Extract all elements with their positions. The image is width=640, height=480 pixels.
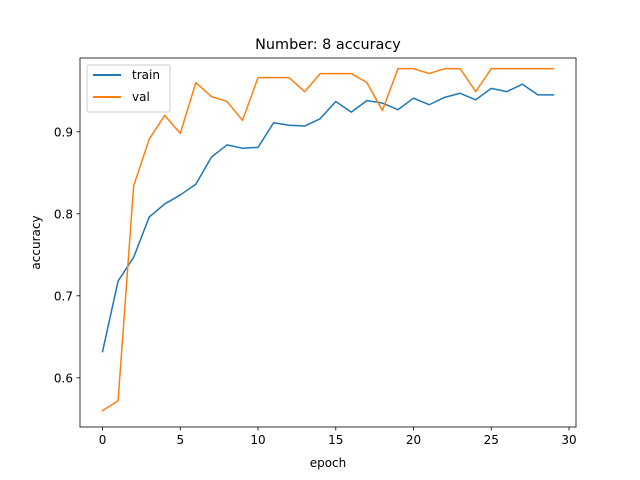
data-point-val [179,132,181,135]
x-tick-label: 10 [250,433,265,447]
x-tick-label: 15 [328,433,343,447]
x-axis-label: epoch [310,456,347,470]
x-tick-label: 20 [406,433,421,447]
x-tick-label: 25 [484,433,499,447]
data-point-val [506,68,508,70]
data-point-train [304,125,306,127]
data-point-val [319,72,321,75]
x-tick-label: 30 [561,433,576,447]
data-point-val [459,68,461,70]
data-point-val [288,77,290,79]
data-point-val [444,68,446,70]
data-point-train [459,92,461,94]
data-point-train [210,156,212,158]
data-point-train [241,147,244,149]
data-point-train [381,102,384,104]
data-point-val [537,68,539,70]
data-point-val [257,77,259,79]
data-point-val [552,68,555,70]
data-point-train [397,109,399,111]
legend: train val [86,64,171,113]
data-point-val [412,68,415,70]
data-point-train [195,183,197,185]
series-line-train [101,83,555,353]
legend-box [86,64,171,113]
series-line-val [101,67,555,412]
data-point-val [428,72,430,75]
data-point-val [397,68,399,70]
data-point-val [101,410,104,412]
data-point-train [428,104,430,106]
data-point-train [537,94,539,96]
data-point-val [335,72,337,75]
data-point-train [552,94,555,96]
data-point-train [288,124,290,126]
data-point-val [272,77,275,79]
plot-frame [79,57,577,428]
data-point-train [335,100,337,103]
legend-label-val: val [132,90,150,104]
data-point-train [101,350,104,353]
x-tick-label: 0 [99,433,107,447]
data-point-val [350,72,352,75]
data-point-train [444,96,446,98]
y-tick-label: 0.9 [54,125,73,139]
data-point-train [319,118,321,120]
data-point-val [241,119,244,121]
data-point-train [179,194,181,196]
data-point-val [195,82,197,84]
data-point-val [148,138,150,140]
data-point-train [226,144,228,146]
tick-layer: 0 5 10 15 20 25 30 0.6 0.7 0.8 0.9 [54,125,577,447]
data-point-train [475,99,477,101]
plot-area [80,58,576,427]
data-point-val [164,114,166,116]
data-point-train [133,256,135,258]
data-point-val [381,109,384,112]
data-point-val [210,95,212,98]
data-point-val [117,400,119,402]
legend-label-train: train [132,68,160,82]
data-point-train [164,203,166,205]
data-point-train [117,280,119,282]
series-layer [101,67,555,412]
data-point-train [412,97,415,99]
data-point-train [148,216,150,218]
data-point-val [475,91,477,93]
data-point-train [521,83,523,85]
data-point-train [272,122,275,124]
y-tick-label: 0.7 [54,289,73,303]
data-point-val [226,100,228,103]
data-point-val [133,185,135,187]
data-point-train [257,146,259,148]
y-tick-label: 0.6 [54,371,73,385]
data-point-train [490,87,492,89]
chart-title: Number: 8 accuracy [255,37,401,53]
data-point-val [521,68,523,70]
data-point-train [350,111,352,113]
y-axis-label: accuracy [29,215,43,269]
data-point-val [366,82,368,84]
data-point-train [366,100,368,102]
x-tick-label: 5 [176,433,184,447]
y-tick-label: 0.8 [54,207,73,221]
data-point-val [304,91,306,93]
data-point-val [490,68,492,70]
data-point-train [506,91,508,93]
